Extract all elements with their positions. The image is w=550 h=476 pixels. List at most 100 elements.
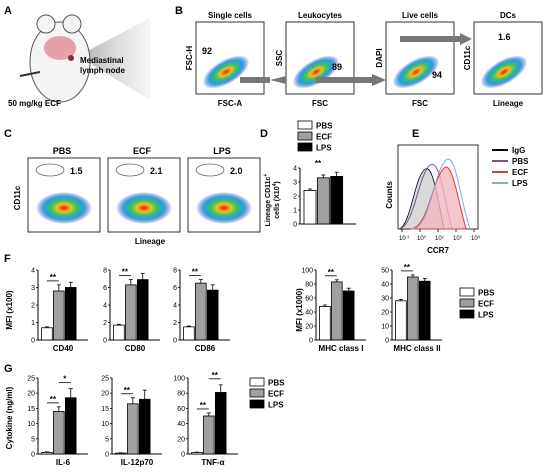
zoom-cone	[78, 18, 150, 100]
chart-xlabel: MHC class II	[393, 344, 440, 353]
sig-marker: *	[63, 375, 67, 384]
legend-swatch	[459, 298, 475, 308]
y-tick-label: 80	[177, 391, 185, 398]
panel-e-xlabel: CCR7	[427, 246, 449, 255]
gate-percentage: 89	[332, 62, 342, 72]
sig-marker: **	[315, 159, 322, 168]
bar-lps	[342, 290, 355, 341]
y-tick-label: 8	[173, 268, 177, 275]
gate-arrow	[270, 76, 286, 84]
panel-f: F MFI (x100) MFI (x1000) 0 1 2 3 4 ** CD40 0 2 4 6…	[4, 253, 495, 353]
panel-c-xlabel: Lineage	[135, 237, 166, 246]
y-tick-label: 0	[105, 452, 109, 459]
flow-density	[196, 192, 252, 224]
legend-label: ECF	[268, 390, 284, 399]
bar-chart: 0 1 2 3 4	[293, 166, 356, 229]
flow-plot: PBS 1.5	[27, 146, 101, 233]
gate-percentage: 1.5	[70, 166, 83, 176]
lymph-node-icon	[68, 55, 74, 61]
gate-percentage: 94	[432, 70, 442, 80]
panel-e-ylabel: Counts	[385, 181, 394, 209]
flow-plot: DCs 1.6 Lineage CD11c	[463, 11, 543, 108]
y-tick-label: 4	[103, 303, 107, 310]
panel-f-ylabel-left: MFI (x100)	[5, 290, 14, 329]
y-tick-label: 2	[293, 194, 297, 201]
sig-marker: **	[212, 371, 219, 380]
bar-pbs	[115, 452, 127, 455]
bar-pbs	[191, 452, 203, 455]
bar-pbs	[41, 327, 53, 341]
chart-xlabel: IL-6	[56, 458, 71, 467]
y-tick-label: 1	[293, 208, 297, 215]
bar-ecf	[407, 276, 419, 341]
flow-plot-ylabel: CD11c	[463, 45, 472, 70]
sig-marker: **	[124, 386, 131, 395]
panel-e: E Counts 10-1 100 101 102 103 CCR7 IgG PBS ECF…	[385, 128, 529, 255]
sig-marker: **	[50, 273, 57, 282]
bar-ecf	[195, 282, 207, 341]
bar-pbs	[303, 189, 317, 225]
y-tick-label: 60	[305, 296, 313, 303]
bar-chart: 0 1 2 3 4 ** CD40	[31, 268, 88, 353]
y-tick-label: 25	[27, 376, 35, 383]
bar-lps	[214, 392, 227, 455]
bar-pbs	[395, 300, 407, 341]
legend-swatch	[297, 131, 313, 141]
flow-plot: ECF 2.1	[107, 146, 181, 233]
sig-marker: **	[50, 395, 57, 404]
bar-lps	[206, 289, 219, 341]
gate-arrow	[400, 36, 460, 42]
bar-chart: 0 5 10 15 20 25 ** IL-12p70	[101, 376, 162, 467]
y-tick-label: 8	[103, 268, 107, 275]
lymph-node-label-2: lymph node	[80, 66, 125, 75]
bar-pbs	[183, 326, 195, 341]
x-tick-label: 102	[453, 234, 463, 243]
bar-pbs	[113, 324, 125, 341]
sig-marker: **	[200, 401, 207, 410]
y-tick-label: 6	[103, 285, 107, 292]
bar-ecf	[331, 281, 343, 341]
bar-pbs	[41, 452, 53, 455]
y-tick-label: 3	[31, 285, 35, 292]
y-tick-label: 0	[103, 338, 107, 345]
flow-plot: Single cells 92 FSC-A FSC-H	[185, 11, 265, 108]
y-tick-label: 15	[101, 406, 109, 413]
flow-plot: Leukocytes 89 FSC SSC	[275, 11, 355, 108]
histogram-ecf	[409, 166, 467, 230]
legend-label: LPS	[268, 401, 284, 410]
sig-marker: **	[192, 268, 199, 277]
y-tick-label: 30	[381, 296, 389, 303]
bar-lps	[64, 287, 77, 341]
chart-xlabel: TNF-α	[201, 458, 224, 467]
flow-plot-title: ECF	[133, 146, 152, 156]
panel-a: A Mediastinal lymph node 50 mg/kg ECF	[4, 5, 150, 108]
chart-xlabel: CD80	[125, 344, 146, 353]
bar-ecf	[127, 403, 139, 455]
x-tick-label: 103	[471, 234, 481, 243]
flow-plot-title: Leukocytes	[298, 11, 343, 20]
y-tick-label: 100	[173, 376, 185, 383]
y-tick-label: 1	[31, 320, 35, 327]
bar-ecf	[53, 411, 65, 455]
bar-lps	[136, 279, 149, 341]
mouse-ear	[36, 14, 56, 34]
legend-swatch	[459, 287, 475, 297]
lung-icon	[44, 36, 76, 60]
flow-plot-ylabel: DAPI	[375, 48, 384, 67]
legend-label: LPS	[512, 179, 528, 188]
x-tick-label: 100	[417, 234, 427, 243]
flow-plot-title: Live cells	[402, 11, 439, 20]
flow-density	[116, 192, 172, 224]
legend-label: ECF	[316, 133, 332, 142]
legend-swatch	[459, 309, 475, 319]
y-tick-label: 100	[301, 268, 313, 275]
flow-plot-title: LPS	[213, 146, 231, 156]
y-tick-label: 50	[381, 268, 389, 275]
legend-label: IgG	[512, 146, 525, 155]
panel-b: B Single cells 92 FSC-A FSC-H Leukocytes 89 FS…	[175, 5, 543, 108]
chart-xlabel: CD86	[195, 344, 216, 353]
panel-letter-c: C	[4, 128, 12, 140]
bar-chart: 0 20 40 60 80 100 ** ** TNF-α	[173, 371, 238, 467]
dose-label: 50 mg/kg ECF	[8, 99, 61, 108]
panel-c: C CD11c PBS 1.5 ECF 2.1 LPS 2.0 Lineage	[4, 128, 261, 246]
